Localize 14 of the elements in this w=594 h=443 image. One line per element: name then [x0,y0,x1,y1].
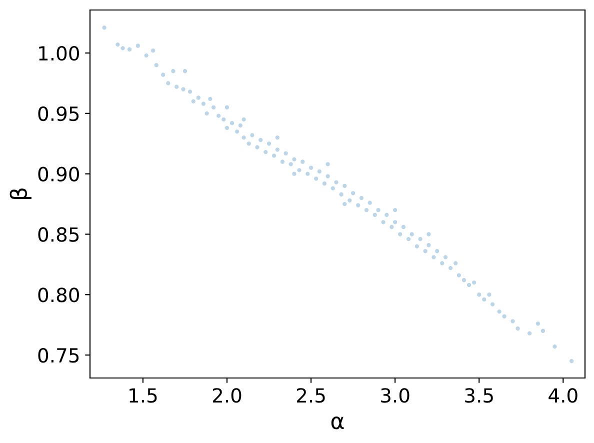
y-axis-title: β [10,188,32,200]
x-tick-label: 2.5 [296,388,325,403]
x-tick-label: 3.5 [465,388,493,403]
x-tick-label: 3.0 [381,388,410,403]
x-tick-label: 4.0 [548,388,578,403]
x-axis-title: α [331,416,344,430]
y-tick-label: 0.85 [38,227,79,242]
x-tick-label: 2.0 [212,388,242,403]
y-tick-label: 0.95 [38,106,79,122]
y-tick-label: 0.80 [38,288,79,302]
x-tick-label: 1.5 [130,388,157,403]
y-tick-label: 1.00 [39,46,79,61]
y-tick-label: 0.75 [38,348,79,363]
y-tick-label: 0.90 [38,166,79,182]
